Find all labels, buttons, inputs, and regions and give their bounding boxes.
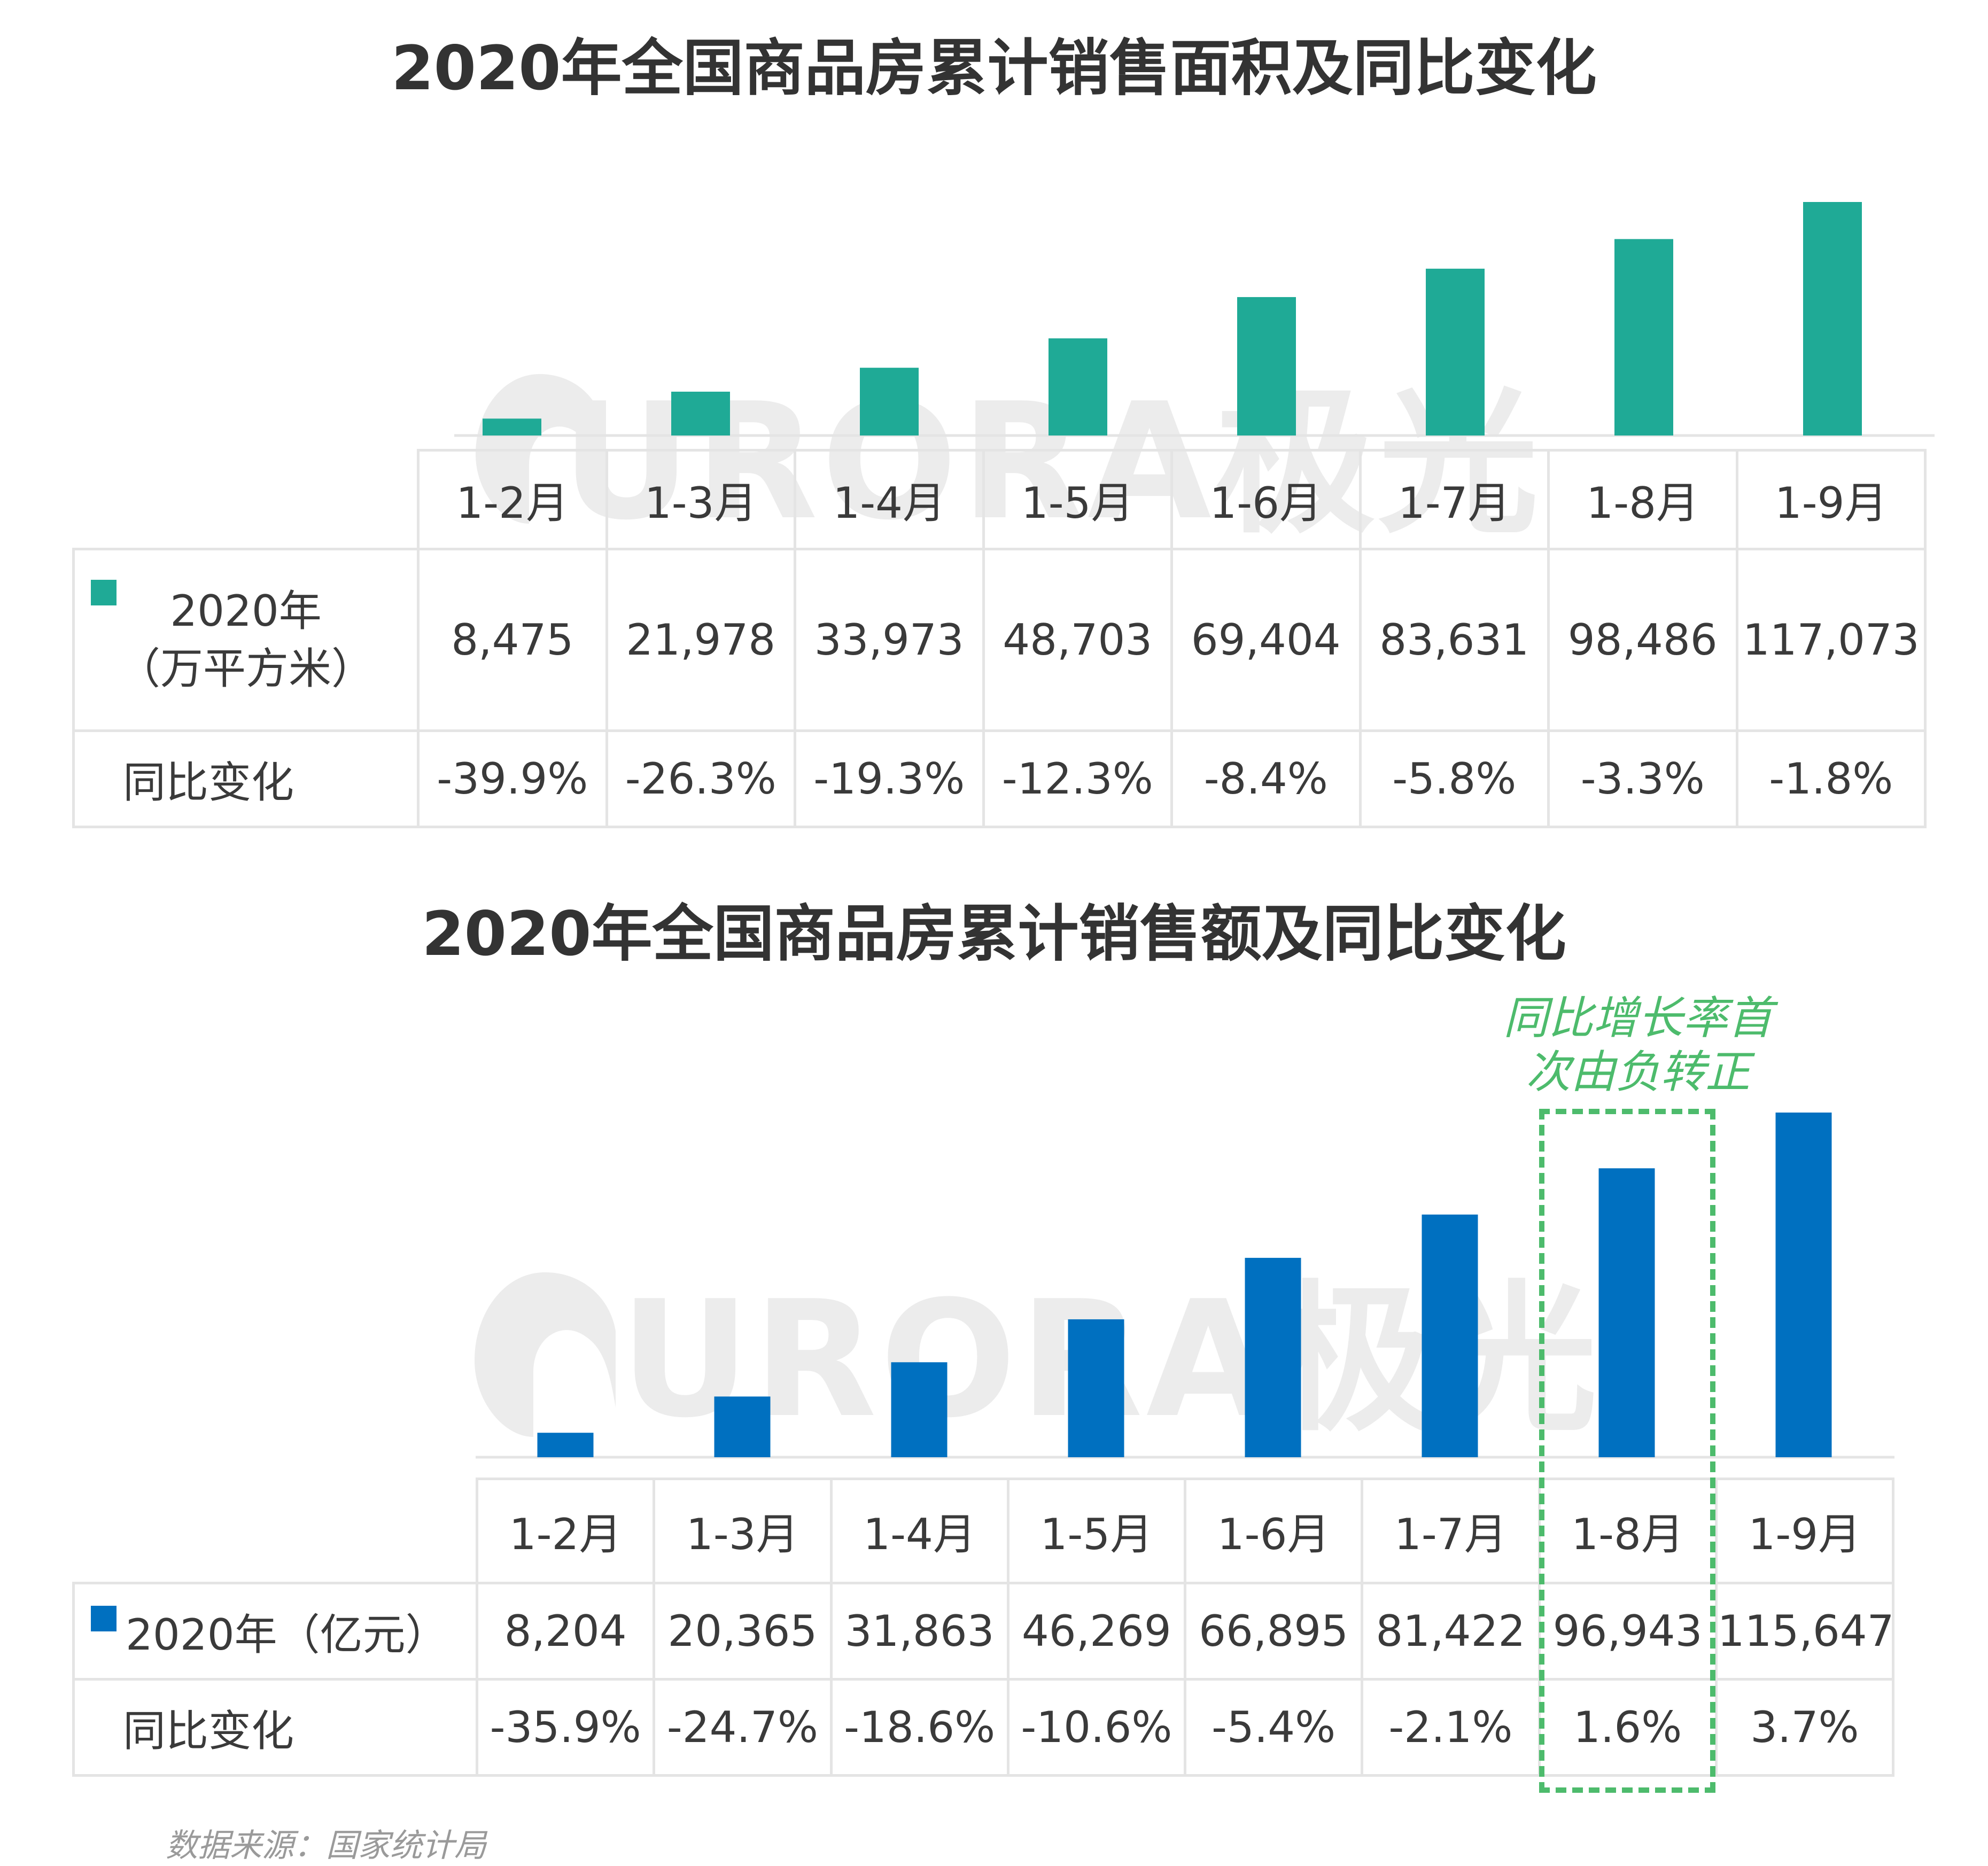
yoy-cell: -35.9% [475, 1678, 656, 1777]
yoy-cell: -1.8% [1735, 729, 1927, 828]
yoy-cell: -5.4% [1183, 1678, 1364, 1777]
bar-1-5月 [1049, 338, 1107, 436]
bar-1-3月 [714, 1396, 771, 1457]
value-cell: 117,073 [1735, 548, 1927, 732]
bar-1-5月 [1068, 1319, 1124, 1457]
annotation-line1: 同比增长率首 [1503, 992, 1773, 1044]
value-cell: 81,422 [1361, 1582, 1541, 1681]
bar-1-2月 [537, 1433, 594, 1457]
bar-1-4月 [860, 368, 919, 436]
value-cell: 31,863 [829, 1582, 1009, 1681]
table-header-row: 1-2月 1-3月 1-4月 1-5月 1-6月 1-7月 1-8月 1-9月 [73, 1478, 1895, 1584]
table-header-row: 1-2月 1-3月 1-4月 1-5月 1-6月 1-7月 1-8月 1-9月 [73, 449, 1927, 550]
highlight-dashed-box [1539, 1109, 1715, 1793]
chart-title-sales: 2020年全国商品房累计销售额及同比变化 [422, 898, 1566, 969]
table-row-values: 2020年 （万平方米） 8,475 21,978 33,973 48,703 … [72, 548, 1927, 732]
category-label: 1-8月 [1547, 449, 1738, 550]
bar-chart-sales [476, 1113, 1894, 1459]
table-row-yoy: 同比变化 -39.9% -26.3% -19.3% -12.3% -8.4% -… [72, 729, 1927, 828]
bar-1-8月 [1598, 1168, 1655, 1457]
category-label: 1-8月 [1537, 1478, 1718, 1584]
annotation-callout: 同比增长率首 次由负转正 [1454, 991, 1822, 1099]
bar-1-9月 [1803, 202, 1862, 436]
value-cell: 96,943 [1537, 1582, 1718, 1681]
annotation-line2: 次由负转正 [1525, 1045, 1750, 1098]
bar-1-9月 [1775, 1113, 1832, 1457]
yoy-cell: -39.9% [417, 729, 608, 828]
legend-label: 2020年（亿元） [126, 1610, 448, 1660]
data-table-sales: 1-2月 1-3月 1-4月 1-5月 1-6月 1-7月 1-8月 1-9月 … [72, 1478, 1895, 1777]
value-cell: 33,973 [794, 548, 985, 732]
legend-series-sales: 2020年（亿元） [72, 1582, 478, 1681]
category-label: 1-4月 [794, 449, 985, 550]
bar-1-3月 [671, 391, 730, 436]
legend-label-line2: （万平方米） [118, 643, 374, 694]
category-label: 1-5月 [982, 449, 1173, 550]
value-cell: 20,365 [653, 1582, 833, 1681]
table-row-values: 2020年（亿元） 8,204 20,365 31,863 46,269 66,… [72, 1582, 1895, 1681]
bar-1-6月 [1237, 297, 1296, 436]
category-label: 1-6月 [1183, 1478, 1364, 1584]
value-cell: 8,204 [475, 1582, 656, 1681]
yoy-cell: -26.3% [605, 729, 796, 828]
value-cell: 83,631 [1358, 548, 1550, 732]
chart-title-area: 2020年全国商品房累计销售面积及同比变化 [391, 33, 1597, 104]
yoy-cell: 3.7% [1714, 1678, 1895, 1777]
category-label: 1-9月 [1714, 1478, 1895, 1584]
value-cell: 8,475 [417, 548, 608, 732]
value-cell: 69,404 [1170, 548, 1362, 732]
yoy-label: 同比变化 [72, 729, 420, 828]
yoy-cell: 1.6% [1537, 1678, 1718, 1777]
category-label: 1-4月 [829, 1478, 1009, 1584]
category-label: 1-3月 [653, 1478, 833, 1584]
value-cell: 48,703 [982, 548, 1173, 732]
category-label: 1-2月 [475, 1478, 656, 1584]
yoy-cell: -2.1% [1361, 1678, 1541, 1777]
bar-chart-area [454, 202, 1935, 437]
bar-1-2月 [483, 418, 541, 436]
value-cell: 21,978 [605, 548, 796, 732]
yoy-cell: -24.7% [653, 1678, 833, 1777]
category-label: 1-7月 [1358, 449, 1550, 550]
bar-1-6月 [1245, 1257, 1301, 1457]
yoy-cell: -3.3% [1547, 729, 1738, 828]
data-source-note: 数据来源：国家统计局 [166, 1827, 486, 1864]
value-cell: 98,486 [1547, 548, 1738, 732]
value-cell: 46,269 [1006, 1582, 1187, 1681]
bar-1-4月 [891, 1362, 948, 1457]
legend-swatch [91, 580, 117, 605]
category-label: 1-7月 [1361, 1478, 1541, 1584]
legend-series-area: 2020年 （万平方米） [72, 548, 420, 732]
category-label: 1-5月 [1006, 1478, 1187, 1584]
category-label: 1-9月 [1735, 449, 1927, 550]
yoy-cell: -18.6% [829, 1678, 1009, 1777]
legend-swatch [91, 1606, 117, 1631]
yoy-cell: -12.3% [982, 729, 1173, 828]
bar-1-7月 [1426, 268, 1485, 436]
yoy-cell: -19.3% [794, 729, 985, 828]
category-label: 1-6月 [1170, 449, 1362, 550]
bar-1-7月 [1422, 1214, 1478, 1457]
yoy-label: 同比变化 [72, 1678, 478, 1777]
bar-1-8月 [1614, 239, 1673, 436]
legend-label-line1: 2020年 [170, 586, 322, 636]
table-row-yoy: 同比变化 -35.9% -24.7% -18.6% -10.6% -5.4% -… [72, 1678, 1895, 1777]
data-table-area: 1-2月 1-3月 1-4月 1-5月 1-6月 1-7月 1-8月 1-9月 … [72, 449, 1927, 828]
value-cell: 66,895 [1183, 1582, 1364, 1681]
yoy-cell: -10.6% [1006, 1678, 1187, 1777]
category-label: 1-2月 [417, 449, 608, 550]
category-label: 1-3月 [605, 449, 796, 550]
value-cell: 115,647 [1714, 1582, 1895, 1681]
yoy-cell: -8.4% [1170, 729, 1362, 828]
watermark-logo-icon [475, 1272, 616, 1437]
yoy-cell: -5.8% [1358, 729, 1550, 828]
